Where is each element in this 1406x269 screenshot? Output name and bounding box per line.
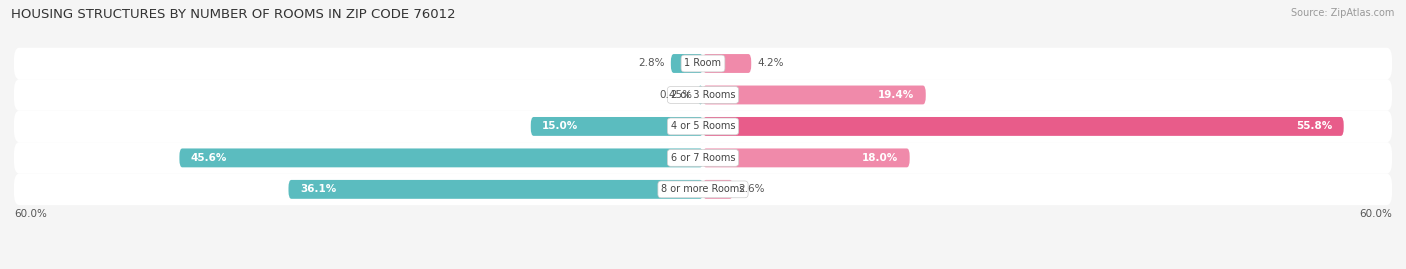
Text: 8 or more Rooms: 8 or more Rooms	[661, 184, 745, 194]
Text: HOUSING STRUCTURES BY NUMBER OF ROOMS IN ZIP CODE 76012: HOUSING STRUCTURES BY NUMBER OF ROOMS IN…	[11, 8, 456, 21]
FancyBboxPatch shape	[14, 174, 1392, 205]
Text: 4 or 5 Rooms: 4 or 5 Rooms	[671, 121, 735, 132]
Text: 1 Room: 1 Room	[685, 58, 721, 69]
FancyBboxPatch shape	[703, 54, 751, 73]
Text: 60.0%: 60.0%	[1360, 209, 1392, 219]
FancyBboxPatch shape	[531, 117, 703, 136]
Text: 36.1%: 36.1%	[299, 184, 336, 194]
Text: 2.8%: 2.8%	[638, 58, 665, 69]
FancyBboxPatch shape	[703, 86, 925, 104]
Text: 4.2%: 4.2%	[756, 58, 783, 69]
Text: 18.0%: 18.0%	[862, 153, 898, 163]
FancyBboxPatch shape	[703, 117, 1344, 136]
FancyBboxPatch shape	[14, 142, 1392, 174]
FancyBboxPatch shape	[180, 148, 703, 167]
Text: 55.8%: 55.8%	[1296, 121, 1333, 132]
FancyBboxPatch shape	[703, 148, 910, 167]
FancyBboxPatch shape	[14, 111, 1392, 142]
Text: 0.45%: 0.45%	[659, 90, 692, 100]
Text: 15.0%: 15.0%	[543, 121, 578, 132]
Text: 2 or 3 Rooms: 2 or 3 Rooms	[671, 90, 735, 100]
FancyBboxPatch shape	[703, 180, 733, 199]
Text: 45.6%: 45.6%	[191, 153, 228, 163]
FancyBboxPatch shape	[697, 86, 703, 104]
Text: Source: ZipAtlas.com: Source: ZipAtlas.com	[1291, 8, 1395, 18]
FancyBboxPatch shape	[288, 180, 703, 199]
Text: 2.6%: 2.6%	[738, 184, 765, 194]
Text: 60.0%: 60.0%	[14, 209, 46, 219]
Text: 19.4%: 19.4%	[877, 90, 914, 100]
FancyBboxPatch shape	[14, 79, 1392, 111]
Text: 6 or 7 Rooms: 6 or 7 Rooms	[671, 153, 735, 163]
FancyBboxPatch shape	[14, 48, 1392, 79]
FancyBboxPatch shape	[671, 54, 703, 73]
